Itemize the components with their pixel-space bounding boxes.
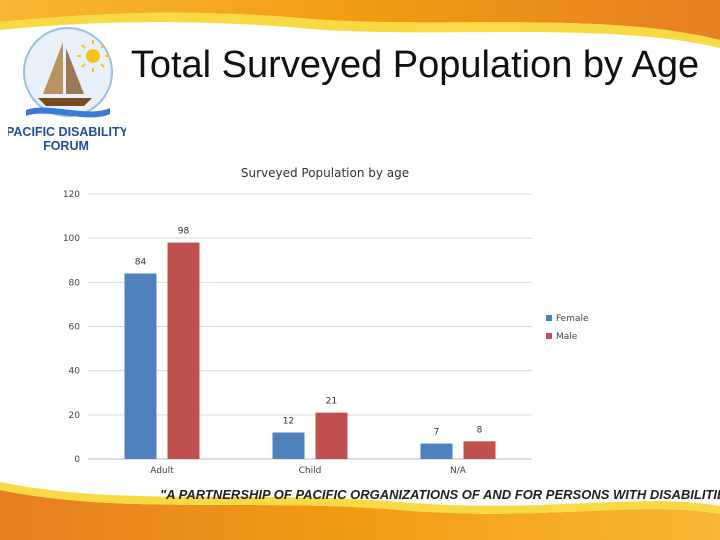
bar-male-adult <box>167 242 200 459</box>
bar-value-label: 21 <box>326 397 337 407</box>
bar-female-adult <box>124 273 157 459</box>
logo-text-line1: PACIFIC DISABILITY <box>8 125 126 139</box>
chart-bars: 84 98 12 21 7 8 <box>124 227 496 459</box>
y-tick-label: 20 <box>69 411 81 421</box>
y-axis-ticks: 0 20 40 60 80 100 120 <box>63 190 80 465</box>
footer-tagline: "A PARTNERSHIP OF PACIFIC ORGANIZATIONS … <box>160 487 720 502</box>
logo-text-line2: FORUM <box>43 139 89 153</box>
top-wave-decoration <box>0 0 720 49</box>
bar-value-label: 8 <box>477 425 483 435</box>
chart-title: Surveyed Population by age <box>241 166 409 180</box>
bar-female-n-a <box>420 443 453 459</box>
sun-icon <box>77 40 109 72</box>
bar-chart: Surveyed Population by age 0 20 40 60 80 100 1… <box>63 166 589 476</box>
legend-swatch-female <box>546 315 552 321</box>
chart-gridlines <box>88 193 532 460</box>
legend-label-female: Female <box>556 314 589 324</box>
y-tick-label: 80 <box>69 278 81 288</box>
bar-male-child <box>315 412 348 459</box>
bottom-wave-decoration <box>0 482 720 540</box>
bar-female-child <box>272 432 305 459</box>
x-axis-labels: Adult Child N/A <box>150 466 467 476</box>
x-tick-label: N/A <box>450 466 467 476</box>
bar-value-label: 12 <box>283 417 294 427</box>
y-tick-label: 100 <box>63 234 80 244</box>
legend-swatch-male <box>546 333 552 339</box>
y-tick-label: 0 <box>74 455 80 465</box>
bar-value-label: 84 <box>135 258 147 268</box>
sailboat-icon <box>38 42 92 106</box>
y-tick-label: 40 <box>69 367 81 377</box>
bar-value-label: 7 <box>434 428 440 438</box>
y-tick-label: 120 <box>63 190 80 200</box>
legend-label-male: Male <box>556 332 578 342</box>
chart-legend: Female Male <box>546 314 589 342</box>
bar-male-n-a <box>463 441 496 459</box>
pacific-disability-forum-logo: PACIFIC DISABILITY FORUM <box>8 27 126 153</box>
x-tick-label: Child <box>299 466 322 476</box>
bar-value-label: 98 <box>178 227 190 237</box>
x-tick-label: Adult <box>150 466 174 476</box>
y-tick-label: 60 <box>69 323 81 333</box>
slide-title: Total Surveyed Population by Age <box>130 44 700 86</box>
